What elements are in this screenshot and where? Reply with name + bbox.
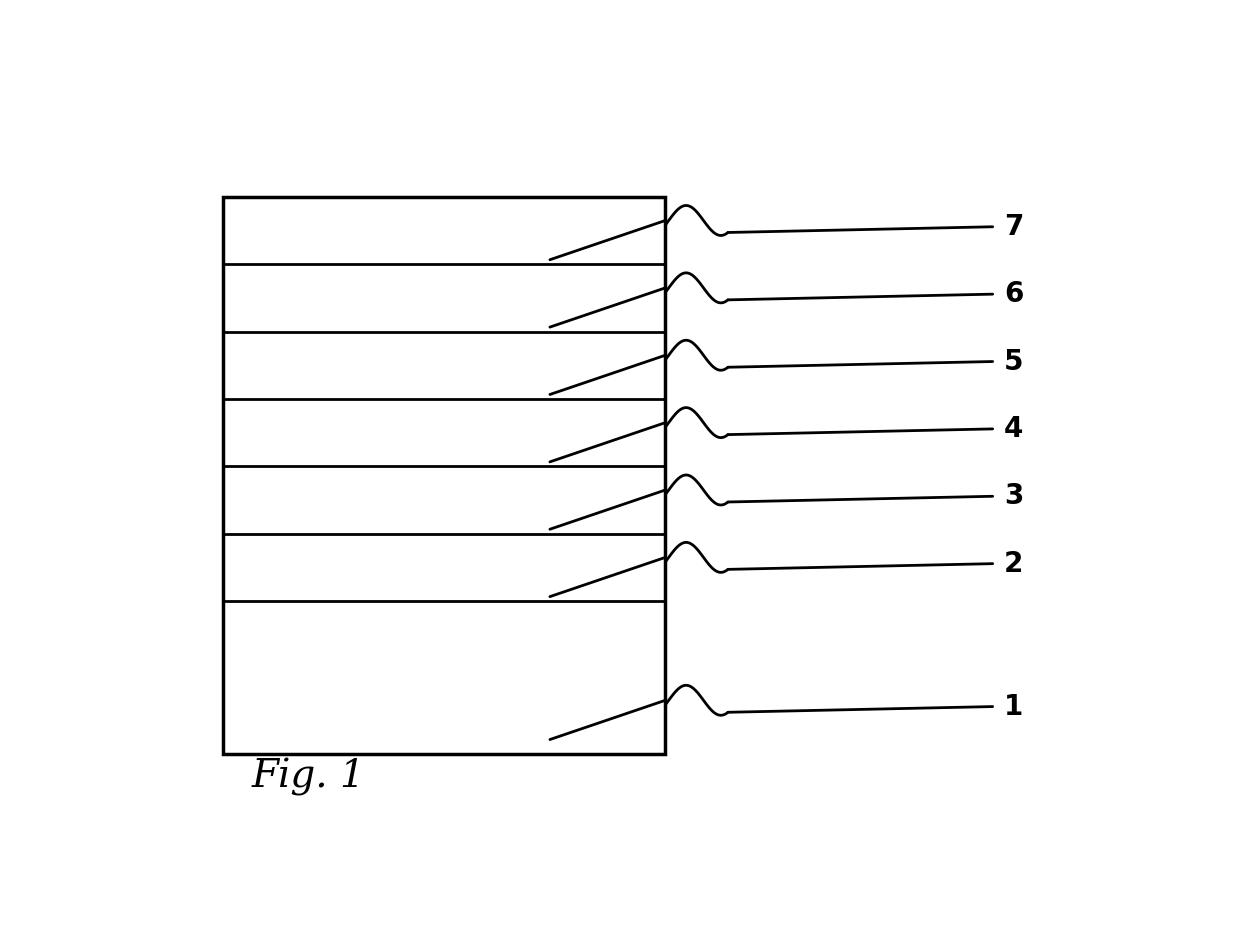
Text: 5: 5 (1005, 348, 1023, 375)
Text: 6: 6 (1005, 280, 1023, 308)
Text: 4: 4 (1005, 415, 1023, 443)
Bar (222, 197, 666, 754)
Text: 3: 3 (1005, 482, 1023, 510)
Text: 2: 2 (1005, 550, 1023, 578)
Text: Fig. 1: Fig. 1 (251, 758, 365, 796)
Text: 1: 1 (1005, 692, 1023, 720)
Text: 7: 7 (1005, 213, 1023, 241)
